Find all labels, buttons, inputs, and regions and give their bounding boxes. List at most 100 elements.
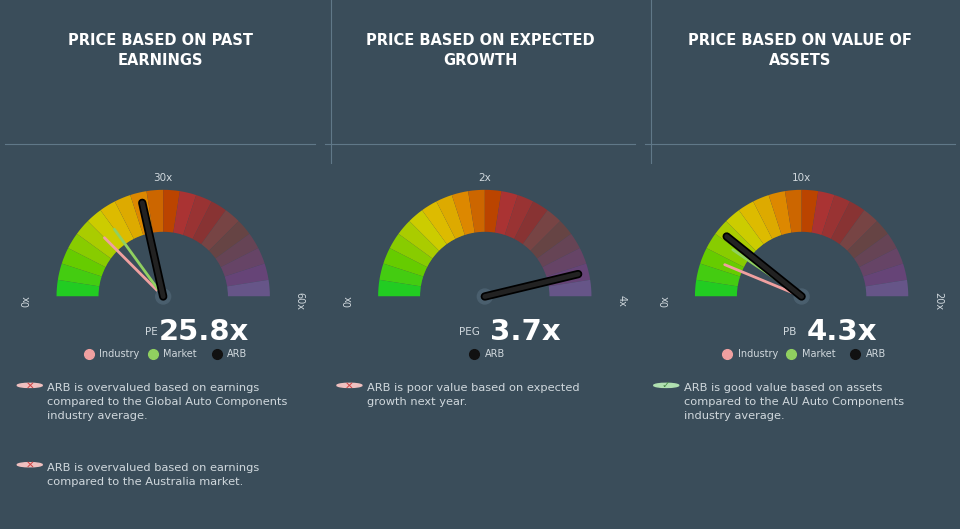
Circle shape bbox=[794, 289, 809, 304]
Wedge shape bbox=[77, 221, 118, 259]
Wedge shape bbox=[858, 248, 903, 277]
Wedge shape bbox=[437, 195, 465, 240]
Wedge shape bbox=[57, 280, 100, 296]
Wedge shape bbox=[700, 248, 745, 277]
Text: PEG: PEG bbox=[459, 327, 479, 336]
Text: PRICE BASED ON PAST
EARNINGS: PRICE BASED ON PAST EARNINGS bbox=[67, 33, 252, 68]
Text: 60x: 60x bbox=[295, 292, 304, 310]
Wedge shape bbox=[485, 190, 501, 233]
Text: ✓: ✓ bbox=[661, 380, 671, 390]
Wedge shape bbox=[802, 190, 818, 233]
Wedge shape bbox=[537, 234, 580, 268]
Circle shape bbox=[477, 289, 492, 304]
Wedge shape bbox=[55, 296, 272, 405]
Wedge shape bbox=[695, 280, 738, 296]
Wedge shape bbox=[847, 221, 888, 259]
Wedge shape bbox=[865, 280, 908, 296]
Text: ARB: ARB bbox=[485, 349, 505, 359]
Wedge shape bbox=[227, 280, 270, 296]
Text: ARB: ARB bbox=[866, 349, 886, 359]
Wedge shape bbox=[61, 248, 107, 277]
Wedge shape bbox=[173, 191, 196, 235]
Wedge shape bbox=[208, 221, 250, 259]
Wedge shape bbox=[707, 234, 750, 268]
Wedge shape bbox=[452, 191, 475, 235]
Wedge shape bbox=[726, 210, 764, 251]
Text: 10x: 10x bbox=[792, 173, 811, 183]
Wedge shape bbox=[468, 190, 485, 233]
Text: PRICE BASED ON EXPECTED
GROWTH: PRICE BASED ON EXPECTED GROWTH bbox=[366, 33, 594, 68]
Wedge shape bbox=[68, 234, 111, 268]
Wedge shape bbox=[715, 221, 756, 259]
Circle shape bbox=[17, 384, 42, 387]
Text: PB: PB bbox=[783, 327, 796, 336]
Wedge shape bbox=[530, 221, 571, 259]
Text: Industry: Industry bbox=[737, 349, 778, 359]
Wedge shape bbox=[785, 190, 802, 233]
Wedge shape bbox=[379, 263, 424, 287]
Text: 30x: 30x bbox=[154, 173, 173, 183]
Wedge shape bbox=[390, 234, 433, 268]
Wedge shape bbox=[163, 190, 180, 233]
Text: ARB is good value based on assets
compared to the AU Auto Components
industry av: ARB is good value based on assets compar… bbox=[684, 384, 903, 421]
Wedge shape bbox=[505, 195, 533, 240]
Wedge shape bbox=[754, 195, 781, 240]
Text: ARB is overvalued based on earnings
compared to the Global Auto Components
indus: ARB is overvalued based on earnings comp… bbox=[47, 384, 287, 421]
Wedge shape bbox=[115, 195, 143, 240]
Text: Industry: Industry bbox=[99, 349, 139, 359]
Wedge shape bbox=[409, 210, 447, 251]
Text: ARB: ARB bbox=[228, 349, 248, 359]
Circle shape bbox=[420, 233, 549, 360]
Circle shape bbox=[17, 463, 42, 467]
Text: 4x: 4x bbox=[616, 295, 626, 307]
Circle shape bbox=[654, 384, 679, 387]
Text: ✕: ✕ bbox=[25, 460, 35, 470]
Wedge shape bbox=[739, 202, 773, 245]
Text: Market: Market bbox=[802, 349, 835, 359]
Wedge shape bbox=[215, 234, 258, 268]
Text: 20x: 20x bbox=[933, 291, 943, 310]
Text: ✕: ✕ bbox=[25, 380, 35, 390]
Wedge shape bbox=[853, 234, 897, 268]
Text: 0x: 0x bbox=[22, 295, 32, 307]
Text: 0x: 0x bbox=[660, 295, 670, 307]
Wedge shape bbox=[220, 248, 265, 277]
Wedge shape bbox=[693, 296, 910, 405]
Circle shape bbox=[99, 233, 228, 360]
Wedge shape bbox=[147, 190, 163, 233]
Circle shape bbox=[337, 384, 362, 387]
Text: 3.7x: 3.7x bbox=[490, 318, 561, 345]
Text: ARB is poor value based on expected
growth next year.: ARB is poor value based on expected grow… bbox=[367, 384, 579, 407]
Wedge shape bbox=[383, 248, 428, 277]
Wedge shape bbox=[548, 280, 591, 296]
Text: 0x: 0x bbox=[344, 295, 353, 307]
Wedge shape bbox=[822, 195, 850, 240]
Text: Market: Market bbox=[163, 349, 197, 359]
Wedge shape bbox=[131, 191, 154, 235]
Text: 4.3x: 4.3x bbox=[807, 318, 877, 345]
Text: ✕: ✕ bbox=[345, 380, 354, 390]
Wedge shape bbox=[376, 296, 593, 405]
Wedge shape bbox=[522, 210, 561, 251]
Wedge shape bbox=[839, 210, 877, 251]
Wedge shape bbox=[811, 191, 834, 235]
Wedge shape bbox=[101, 202, 134, 245]
Circle shape bbox=[156, 289, 171, 304]
Wedge shape bbox=[183, 195, 211, 240]
Wedge shape bbox=[398, 221, 440, 259]
Wedge shape bbox=[224, 263, 269, 287]
Wedge shape bbox=[87, 210, 126, 251]
Wedge shape bbox=[201, 210, 239, 251]
Wedge shape bbox=[862, 263, 907, 287]
Wedge shape bbox=[541, 248, 587, 277]
Wedge shape bbox=[378, 280, 421, 296]
Circle shape bbox=[737, 233, 866, 360]
Text: 2x: 2x bbox=[478, 173, 492, 183]
Wedge shape bbox=[192, 202, 226, 245]
Wedge shape bbox=[58, 263, 103, 287]
Text: ARB is overvalued based on earnings
compared to the Australia market.: ARB is overvalued based on earnings comp… bbox=[47, 463, 259, 487]
Wedge shape bbox=[696, 263, 741, 287]
Wedge shape bbox=[422, 202, 456, 245]
Wedge shape bbox=[545, 263, 590, 287]
Text: 25.8x: 25.8x bbox=[158, 318, 249, 345]
